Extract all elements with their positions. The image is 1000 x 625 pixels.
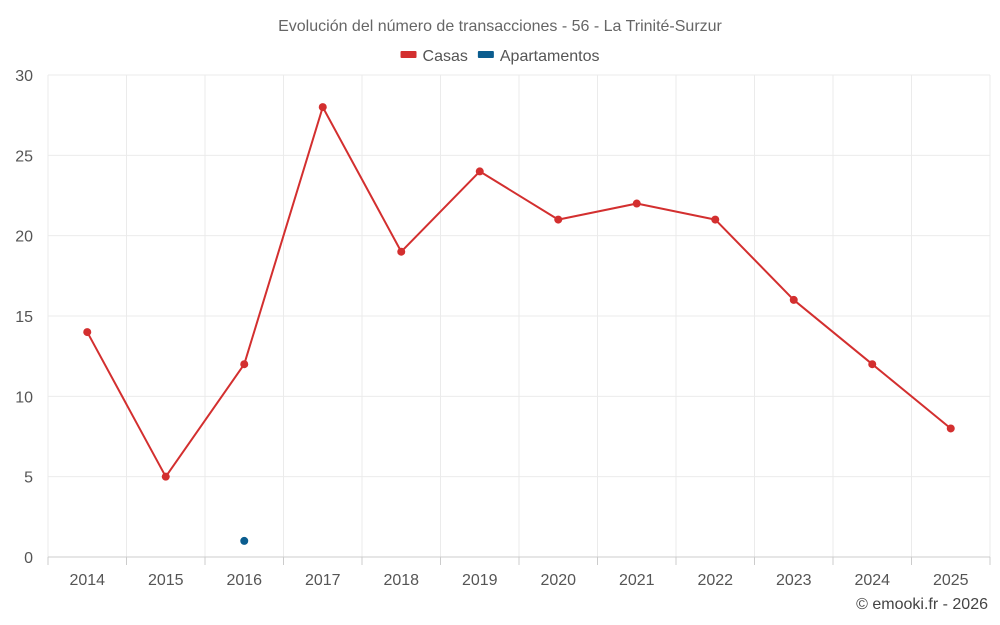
x-tick-label: 2022 xyxy=(697,572,733,589)
series-layer xyxy=(83,103,955,545)
legend-swatch-apartamentos xyxy=(477,51,494,58)
legend-swatch-casas xyxy=(400,51,417,58)
chart-title: Evolución del número de transacciones - … xyxy=(278,18,722,35)
data-point-casas-2016 xyxy=(240,360,249,369)
series-line-casas xyxy=(86,106,952,478)
data-point-casas-2014 xyxy=(83,328,92,337)
data-point-casas-2023 xyxy=(789,295,798,304)
x-tick-label: 2021 xyxy=(619,572,655,589)
x-tick-label: 2019 xyxy=(462,572,498,589)
x-tick-label: 2020 xyxy=(540,572,576,589)
x-tick-label: 2024 xyxy=(854,572,890,589)
x-tick-label: 2025 xyxy=(933,572,969,589)
x-tick-label: 2016 xyxy=(226,572,262,589)
y-tick-label: 30 xyxy=(15,68,33,85)
x-axis-ticks: 2014 2015 2016 2017 2018 2019 2020 2021 2022 2023… xyxy=(47,557,991,589)
series-apartamentos xyxy=(240,536,249,545)
x-tick-label: 2018 xyxy=(383,572,419,589)
series-casas xyxy=(83,103,955,481)
y-tick-label: 15 xyxy=(15,309,33,326)
data-point-casas-2015 xyxy=(161,472,170,481)
y-tick-label: 10 xyxy=(15,389,33,406)
credit-text: © emooki.fr - 2026 xyxy=(856,596,988,613)
x-tick-label: 2023 xyxy=(776,572,812,589)
y-tick-label: 20 xyxy=(15,229,33,246)
data-point-casas-2024 xyxy=(868,360,877,369)
x-tick-label: 2014 xyxy=(69,572,105,589)
legend-label-apartamentos: Apartamentos xyxy=(500,48,600,65)
legend-label-casas: Casas xyxy=(423,48,468,65)
y-axis-ticks: 0 5 10 15 20 25 30 xyxy=(15,68,33,567)
data-point-casas-2020 xyxy=(554,215,563,224)
x-tick-label: 2015 xyxy=(148,572,184,589)
legend: Casas Apartamentos xyxy=(400,48,600,65)
data-point-casas-2018 xyxy=(397,247,406,256)
data-point-casas-2022 xyxy=(711,215,720,224)
data-point-casas-2017 xyxy=(318,103,327,112)
data-point-casas-2019 xyxy=(475,167,484,176)
y-tick-label: 25 xyxy=(15,148,33,165)
y-tick-label: 5 xyxy=(24,470,33,487)
data-point-casas-2021 xyxy=(632,199,641,208)
data-point-casas-2025 xyxy=(946,424,955,433)
data-point-apartamentos-2016 xyxy=(240,536,249,545)
x-tick-label: 2017 xyxy=(305,572,341,589)
y-tick-label: 0 xyxy=(24,550,33,567)
